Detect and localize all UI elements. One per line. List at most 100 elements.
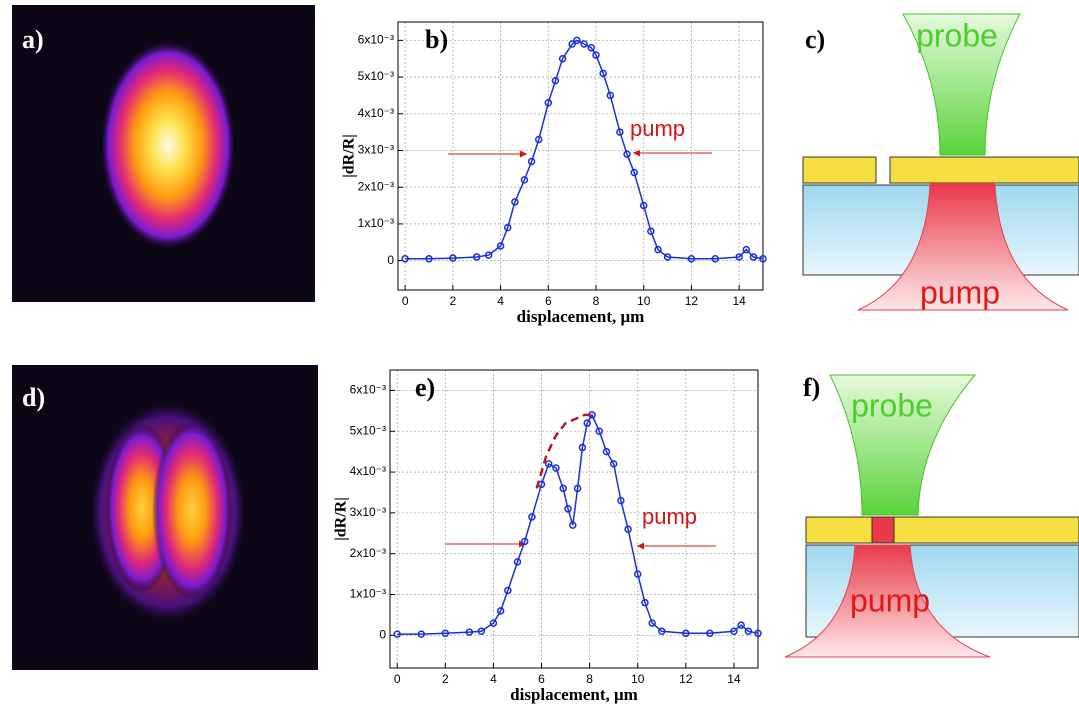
x-tick-label: 8 [593,294,600,308]
data-point [587,43,595,52]
data-point [742,245,751,254]
data-point [465,628,474,636]
panel-label: f) [803,373,820,402]
y-tick-label: 2x10⁻³ [358,179,394,193]
probe-label: probe [916,17,998,53]
data-point [654,245,662,254]
fit-curve [535,413,592,489]
data-point [647,227,655,236]
data-point [544,99,553,107]
data-point [602,447,611,456]
metal-film [805,516,873,544]
y-tick-label: 5x10⁻³ [350,423,386,437]
plot-frame [389,369,759,669]
data-point [711,255,720,263]
data-point [735,253,743,261]
panel-label: d) [22,383,45,412]
y-tick-label: 0 [387,253,394,267]
panel-label: a) [22,25,44,54]
x-tick-label: 14 [732,294,746,308]
x-tick-label: 4 [497,294,504,308]
data-point [425,255,433,263]
data-point [528,513,536,521]
data-point [527,157,536,166]
data-point [564,505,572,513]
data-point [754,629,762,638]
data-point [606,91,615,100]
data-point [658,627,666,636]
data-point [520,176,529,184]
x-tick-label: 8 [586,672,593,686]
data-point [580,40,588,48]
y-tick-label: 1x10⁻³ [358,216,394,230]
data-point [544,460,553,468]
x-tick-label: 6 [538,672,545,686]
y-tick-label: 6x10⁻³ [350,383,386,397]
metal-film [802,156,877,184]
data-point [393,630,401,638]
data-point [663,253,672,261]
data-point [639,201,648,210]
x-tick-label: 10 [631,672,645,686]
data-point [535,135,543,144]
data-point [630,168,638,177]
plot-frame [397,21,764,291]
data-point [401,255,409,263]
heat-lobe [152,420,232,600]
y-tick-label: 4x10⁻³ [358,106,394,120]
data-point [417,630,426,638]
data-point [578,443,587,452]
data-line [405,39,764,260]
x-tick-label: 4 [490,672,497,686]
data-point [552,464,560,472]
data-point [484,251,493,259]
x-tick-label: 2 [442,672,449,686]
x-tick-label: 12 [679,672,693,686]
y-tick-label: 0 [379,628,386,642]
data-point [551,76,560,85]
data-point [583,419,591,427]
data-point [682,629,690,638]
data-point [624,525,632,533]
y-axis-label: |dR/R| [333,497,350,541]
probe-beam [829,374,977,516]
data-point [749,253,758,261]
data-point [648,619,656,627]
panel-label: e) [415,373,435,402]
y-tick-label: 1x10⁻³ [350,587,386,601]
x-tick-label: 6 [545,294,552,308]
probe-label: probe [851,387,933,423]
annotation: pump [630,116,685,141]
metal-film [889,156,1079,184]
data-point [441,629,450,638]
data-line [397,413,759,635]
data-point [633,570,642,578]
data-point [489,619,498,627]
data-point [759,255,767,263]
x-tick-label: 12 [685,294,699,308]
x-axis-label: displacement, μm [510,685,638,704]
y-tick-label: 3x10⁻³ [358,143,394,157]
data-point [559,484,567,493]
data-point [504,586,512,595]
heat-spot [100,40,236,250]
y-tick-label: 4x10⁻³ [350,464,386,478]
annotation: pump [642,504,697,529]
data-point [609,460,618,468]
data-point [496,242,505,250]
y-tick-label: 5x10⁻³ [358,69,394,83]
x-tick-label: 0 [394,672,401,686]
data-point [616,128,624,136]
data-point [592,51,600,59]
data-point [737,621,745,629]
data-point [503,223,512,232]
data-point [595,427,604,435]
y-tick-label: 3x10⁻³ [350,505,386,519]
data-point [558,54,567,63]
x-tick-label: 2 [450,294,457,308]
data-point [641,598,649,607]
data-point [472,253,481,261]
y-tick-label: 2x10⁻³ [350,546,386,560]
data-point [573,36,581,45]
